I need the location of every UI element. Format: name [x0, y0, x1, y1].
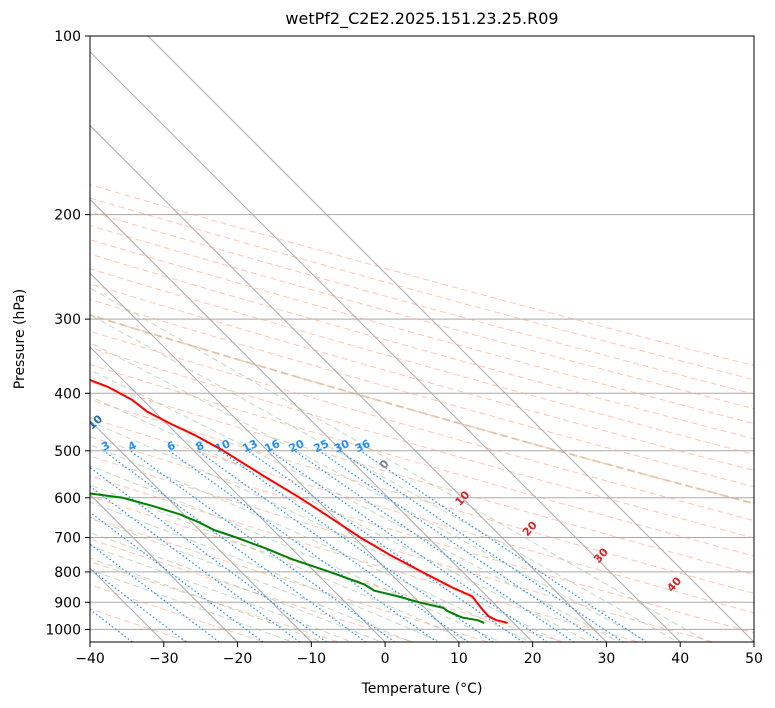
- mixing-ratio-line: [0, 451, 85, 645]
- mixing-ratio-label: 4: [126, 439, 139, 454]
- isotherm-line: [90, 272, 460, 642]
- isotherm-line: [90, 419, 312, 642]
- mixing-ratio-line: [339, 450, 625, 642]
- mixing-ratio-line: [90, 466, 328, 642]
- moist-adiabat-line: [90, 421, 561, 642]
- y-tick-label: 600: [54, 491, 81, 507]
- chart-title: wetPf2_C2E2.2025.151.23.25.R09: [285, 9, 558, 29]
- x-tick-label: 50: [745, 651, 763, 667]
- background-lines: [0, 36, 754, 645]
- wetbulb-label: 30: [591, 545, 611, 565]
- x-tick-label: 10: [450, 651, 468, 667]
- y-tick-label: 200: [54, 208, 81, 224]
- x-tick-label: −30: [149, 651, 179, 667]
- mixing-ratio-label: 25: [312, 437, 331, 455]
- x-axis-label: Temperature (°C): [361, 681, 483, 697]
- isotherm-line: [90, 493, 238, 642]
- x-tick-label: 40: [671, 651, 689, 667]
- mixing-ratio-label: 10: [213, 437, 233, 455]
- dry-adiabat-line: [90, 184, 754, 367]
- isotherm-line: [90, 124, 607, 642]
- moist-adiabat-line: [90, 545, 354, 642]
- dry-adiabat-line: [90, 584, 266, 642]
- moist-adiabat-line: [90, 369, 621, 642]
- moist-adiabat-line: [90, 395, 591, 642]
- mixing-ratio-line: [220, 450, 494, 642]
- sounding-series: [90, 378, 508, 624]
- axis-ticks: −40 −30 −20 −10 0 10 20 30 40 50 1000 900 800 700 600 5…: [45, 29, 763, 667]
- x-tick-label: −20: [223, 651, 253, 667]
- moist-adiabat-line: [90, 531, 383, 642]
- moist-adiabat-line: [90, 444, 532, 642]
- y-tick-label: 1000: [45, 622, 81, 638]
- y-tick-label: 700: [54, 531, 81, 547]
- mixing-ratio-line: [129, 450, 396, 642]
- y-tick-label: 400: [54, 386, 81, 402]
- y-tick-label: 900: [54, 595, 81, 611]
- x-tick-label: 30: [598, 651, 616, 667]
- dry-adiabat-line: [90, 399, 754, 594]
- mixing-ratio-label: 1: [4, 439, 16, 454]
- mixing-ratio-label: 6: [165, 439, 178, 454]
- dewpoint-series-line: [90, 492, 485, 624]
- mixing-ratio-line: [103, 450, 367, 642]
- mixing-ratio-line: [90, 485, 301, 642]
- y-tick-label: 500: [54, 444, 81, 460]
- dry-adiabat-line: [90, 475, 640, 642]
- moist-adiabat-line: [90, 517, 413, 642]
- isotherm-line: [90, 51, 681, 642]
- dry-adiabat-line: [90, 225, 754, 410]
- mixing-ratio-line: [318, 450, 602, 642]
- temperature-series-line: [90, 378, 508, 624]
- y-tick-label: 800: [54, 565, 81, 581]
- mixing-ratio-label: 1.5: [33, 436, 56, 456]
- mixing-ratio-line: [168, 450, 438, 642]
- mixing-ratio-line: [293, 450, 575, 642]
- mixing-ratio-line: [197, 450, 470, 642]
- moist-adiabat-line: [90, 569, 294, 642]
- mixing-ratio-label: 30: [332, 437, 352, 455]
- moist-adiabat-line: [90, 342, 650, 642]
- mixing-ratio-line: [360, 450, 648, 642]
- mixing-ratio-label: 16: [263, 437, 283, 455]
- mixing-ratio-label: 20: [287, 437, 307, 455]
- x-tick-label: 20: [524, 651, 542, 667]
- moist-adiabat-line: [90, 557, 324, 642]
- moist-adiabat-line: [90, 287, 709, 642]
- boundary-curve: [90, 313, 754, 505]
- wetbulb-label: 40: [664, 574, 684, 594]
- isotherm-line: [147, 36, 754, 642]
- dry-adiabat-line: [90, 538, 416, 642]
- dry-adiabat-line: [90, 495, 565, 642]
- y-axis-label: Pressure (hPa): [12, 289, 28, 389]
- wetbulb-label: 20: [520, 519, 540, 539]
- line-labels: -100-90-80-70-60-50-40-30-20-100.10.20.4…: [4, 412, 684, 594]
- x-tick-label: −10: [297, 651, 327, 667]
- x-tick-label: −40: [75, 651, 105, 667]
- mixing-ratio-line: [90, 543, 221, 642]
- dry-adiabat-line: [90, 253, 754, 440]
- dry-adiabat-line: [90, 381, 754, 576]
- dry-adiabat-line: [90, 608, 191, 642]
- plot-frame: [89, 35, 755, 643]
- dry-adiabat-line: [90, 436, 754, 634]
- y-tick-label: 100: [54, 29, 81, 45]
- dry-adiabat-line: [90, 455, 715, 642]
- isotherm-line: [90, 346, 386, 642]
- dry-adiabat-line: [90, 364, 754, 557]
- mixing-ratio-line: [247, 450, 524, 642]
- y-tick-label: 300: [54, 312, 81, 328]
- mixing-ratio-label: 13: [240, 437, 259, 455]
- x-tick-label: 0: [381, 651, 390, 667]
- isotherm-line: [90, 198, 534, 642]
- dry-adiabat-line: [90, 211, 754, 395]
- mixing-ratio-label: 36: [353, 437, 373, 455]
